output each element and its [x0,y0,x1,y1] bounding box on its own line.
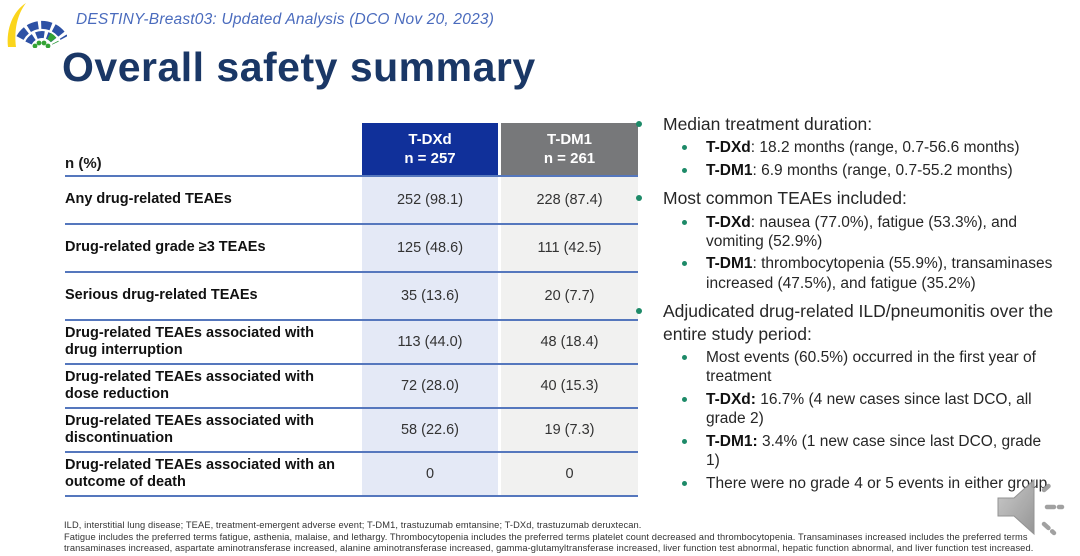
bullet-dot-icon [636,121,642,127]
column-header-tdm1: T-DM1 n = 261 [501,123,638,175]
table-header-row: n (%) T-DXd n = 257 T-DM1 n = 261 [65,123,638,177]
bullet-dot-icon [682,219,687,225]
tdxd-value-cell: 35 (13.6) [362,273,501,319]
bullet-text: T-DXd: 16.7% (4 new cases since last DCO… [706,390,1032,428]
footnote-line: Fatigue includes the preferred terms fat… [64,531,1028,542]
tdxd-value-cell: 58 (22.6) [362,409,501,451]
slide-header-text: DESTINY-Breast03: Updated Analysis (DCO … [76,11,495,28]
logo-outer-arc [16,20,67,41]
row-label: Drug-related TEAEs associated with dose … [65,368,314,402]
bullet-dot-icon [682,355,687,361]
bullet-dot-icon [682,396,687,402]
column-header-tdxd-label: T-DXd [408,130,452,148]
column-header-tdm1-label: T-DM1 [547,130,592,148]
table-body: Any drug-related TEAEs 252 (98.1) 228 (87.… [65,177,638,497]
bullet-text: T-DM1: 3.4% (1 new case since last DCO, … [706,432,1042,470]
tdm1-value-cell: 19 (7.3) [501,409,638,451]
sub-bullet-item: T-DM1: thrombocytopenia (55.9%), transam… [682,254,1056,293]
logo-yellow-swoosh [7,3,26,47]
logo-inner-dots [32,40,51,48]
tdm1-value-cell: 0 [501,453,638,495]
bullet-text: Most events (60.5%) occurred in the firs… [706,349,1036,386]
bullet-text: Adjudicated drug-related ILD/pneumonitis… [663,301,1054,344]
table-row: Drug-related TEAEs associated with drug … [65,321,638,365]
tdxd-value-cell: 0 [362,453,501,495]
row-label: Any drug-related TEAEs [65,191,232,208]
sub-bullet-item: There were no grade 4 or 5 events in eit… [682,474,1056,493]
logo-middle-arc-green [47,32,59,45]
footnote-line: ILD, interstitial lung disease; TEAE, tr… [64,520,642,530]
table-corner-label: n (%) [65,155,102,172]
tdxd-value-cell: 125 (48.6) [362,225,501,271]
table-row: Drug-related TEAEs associated with an ou… [65,453,638,497]
bullet-dot-icon [682,167,687,173]
bullet-list: Median treatment duration: T-DXd: 18.2 mo… [636,106,1080,493]
row-label: Drug-related TEAEs associated with disco… [65,412,314,446]
tdm1-value-cell: 40 (15.3) [501,365,638,407]
bullet-text: Most common TEAEs included: [663,188,907,209]
speaker-waves [1041,480,1065,536]
page-title: Overall safety summary [62,44,536,90]
column-header-tdxd-n: n = 257 [404,150,456,167]
bullet-text: T-DXd: 18.2 months (range, 0.7-56.6 mont… [706,139,1020,157]
bullet-text: T-DM1: thrombocytopenia (55.9%), transam… [706,255,1053,292]
bullet-dot-icon [636,195,642,202]
bullet-text: T-DXd: nausea (77.0%), fatigue (53.3%), … [706,213,1018,251]
row-label: Drug-related grade ≥3 TEAEs [65,239,266,256]
bullet-text: T-DM1: 6.9 months (range, 0.7-55.2 month… [706,161,1013,179]
logo-middle-arc [25,31,59,45]
speaker-body [997,478,1035,536]
bullet-dot-icon [682,438,687,444]
tdxd-value-cell: 113 (44.0) [362,321,501,363]
bullet-dot-icon [682,261,687,267]
tdm1-value-cell: 20 (7.7) [501,273,638,319]
sub-bullet-item: T-DXd: 16.7% (4 new cases since last DCO… [682,390,1056,429]
row-label: Drug-related TEAEs associated with an ou… [65,456,335,490]
footnote-line: transaminases increased, aspartate amino… [64,543,1034,554]
sub-bullet-item: Most events (60.5%) occurred in the firs… [682,348,1056,387]
table-row: Drug-related grade ≥3 TEAEs 125 (48.6) 111… [65,225,638,273]
tdm1-value-cell: 228 (87.4) [501,177,638,223]
row-label: Drug-related TEAEs associated with drug … [65,324,314,358]
tdxd-value-cell: 252 (98.1) [362,177,501,223]
column-header-tdxd: T-DXd n = 257 [362,123,501,175]
conference-fan-logo [7,3,67,48]
sub-bullet-item: T-DXd: nausea (77.0%), fatigue (53.3%), … [682,213,1056,252]
table-row: Serious drug-related TEAEs 35 (13.6) 20 (7… [65,273,638,321]
bullet-dot-icon [682,145,687,151]
table-row: Drug-related TEAEs associated with disco… [65,409,638,453]
table-row: Drug-related TEAEs associated with dose … [65,365,638,409]
bullet-text: Median treatment duration: [663,114,873,134]
tdxd-value-cell: 72 (28.0) [362,365,501,407]
column-header-tdm1-n: n = 261 [543,150,596,167]
tdm1-value-cell: 48 (18.4) [501,321,638,363]
sub-bullet-item: T-DXd: 18.2 months (range, 0.7-56.6 mont… [682,138,1056,157]
bullet-item: Adjudicated drug-related ILD/pneumonitis… [636,300,1054,345]
safety-table: n (%) T-DXd n = 257 T-DM1 n = 261 Any dr… [65,123,638,497]
tdm1-value-cell: 111 (42.5) [501,225,638,271]
bullet-dot-icon [636,308,642,315]
bullet-text: There were no grade 4 or 5 events in eit… [706,474,1048,492]
table-row: Any drug-related TEAEs 252 (98.1) 228 (87.… [65,177,638,225]
bullet-item: Median treatment duration: [636,113,1054,135]
bullet-item: Most common TEAEs included: [636,187,1054,209]
sub-bullet-item: T-DM1: 3.4% (1 new case since last DCO, … [682,432,1056,471]
speaker-icon[interactable] [992,468,1074,552]
row-label: Serious drug-related TEAEs [65,287,258,304]
footnotes: ILD, interstitial lung disease; TEAE, tr… [64,520,1076,555]
bullet-dot-icon [682,480,687,486]
sub-bullet-item: T-DM1: 6.9 months (range, 0.7-55.2 month… [682,161,1056,180]
